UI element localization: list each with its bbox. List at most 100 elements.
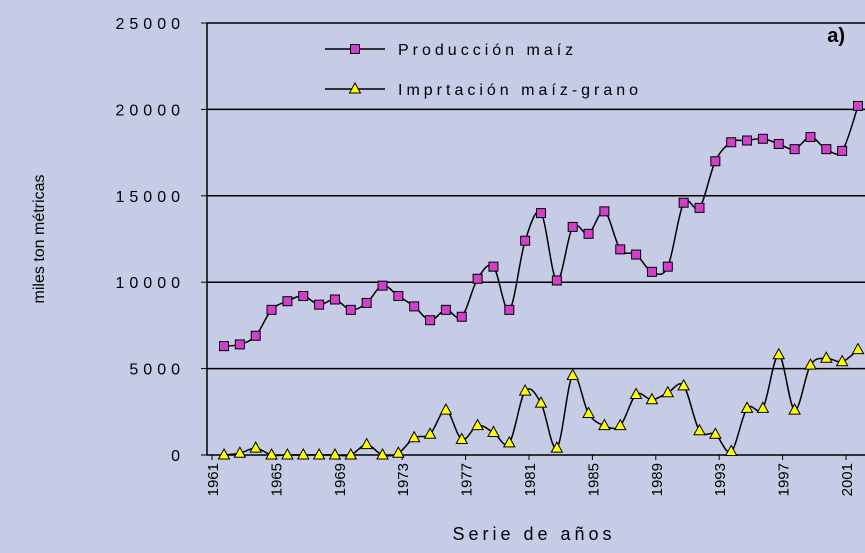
point: [217, 447, 231, 460]
point: [742, 135, 753, 146]
y-tick-label: 10000: [116, 275, 186, 292]
point: [629, 387, 643, 400]
point: [219, 341, 229, 352]
point: [772, 347, 786, 360]
point: [502, 435, 516, 448]
x-tick-label: 1965: [268, 463, 285, 496]
point: [376, 447, 389, 460]
point: [662, 261, 673, 272]
point: [566, 368, 580, 381]
y-tick-label: 20000: [116, 102, 186, 119]
point: [724, 444, 738, 457]
point: [281, 447, 294, 460]
point: [536, 208, 546, 219]
point: [740, 401, 754, 413]
x-tick-label: 1981: [522, 463, 539, 496]
point: [756, 401, 770, 413]
x-tick-label: 1969: [332, 463, 349, 496]
point: [805, 132, 816, 143]
point: [518, 384, 532, 396]
x-axis-label: Serie de años: [452, 524, 615, 544]
point: [296, 447, 310, 460]
point: [757, 133, 768, 144]
point: [393, 291, 404, 302]
point: [455, 432, 469, 444]
point: [233, 446, 247, 458]
point: [377, 280, 388, 291]
point: [471, 418, 484, 431]
point: [425, 315, 436, 326]
x-tick-label: 1977: [459, 463, 476, 496]
point: [678, 197, 689, 208]
point: [314, 299, 325, 310]
point: [551, 275, 562, 286]
point: [853, 100, 863, 111]
point: [407, 430, 421, 443]
y-tick-label: 15000: [116, 189, 186, 206]
point: [837, 145, 848, 156]
point: [694, 202, 705, 213]
point: [348, 81, 362, 94]
point: [266, 304, 277, 315]
point: [534, 396, 548, 408]
y-tick-label: 25000: [116, 16, 186, 33]
point: [344, 447, 358, 460]
point: [583, 228, 594, 239]
point: [360, 437, 373, 450]
point: [439, 403, 453, 415]
point: [423, 427, 437, 439]
legend-label: Producción maíz: [398, 42, 577, 59]
point: [265, 447, 278, 460]
point: [693, 423, 706, 436]
point: [645, 392, 659, 405]
point: [488, 261, 499, 272]
point: [821, 144, 832, 155]
point: [709, 427, 722, 439]
x-tick-label: 1973: [395, 463, 412, 496]
x-tick-label: 2001: [839, 463, 856, 496]
point: [504, 304, 515, 315]
point: [804, 358, 817, 370]
point: [345, 304, 356, 315]
y-tick-label: 5000: [129, 362, 185, 379]
point: [250, 330, 261, 341]
point: [472, 273, 483, 284]
x-tick-label: 1961: [205, 463, 222, 496]
x-tick-label: 1985: [585, 463, 602, 496]
point: [409, 301, 420, 312]
point: [567, 221, 578, 232]
point: [835, 354, 849, 367]
point: [599, 206, 610, 217]
point: [487, 425, 500, 438]
point: [582, 406, 595, 419]
point: [789, 144, 800, 155]
point: [646, 266, 657, 277]
point: [773, 138, 784, 149]
point: [788, 403, 801, 415]
point: [282, 296, 293, 307]
point: [456, 311, 467, 322]
y-axis-label: miles ton métricas: [31, 175, 48, 304]
point: [361, 297, 372, 308]
point: [298, 291, 309, 302]
x-tick-label: 1989: [649, 463, 666, 496]
point: [710, 156, 721, 167]
point: [726, 137, 737, 148]
legend-label: Imprtación maíz-grano: [398, 82, 642, 99]
point: [550, 441, 564, 453]
point: [677, 378, 690, 391]
point: [819, 351, 833, 363]
point: [328, 447, 342, 460]
point: [350, 44, 360, 54]
point: [851, 342, 865, 355]
point: [615, 244, 626, 255]
point: [392, 446, 405, 458]
x-tick-label: 1997: [776, 463, 793, 496]
point: [249, 441, 263, 453]
point: [329, 294, 340, 305]
chart-title: a): [827, 25, 845, 47]
point: [661, 385, 675, 398]
point: [440, 304, 451, 315]
x-tick-label: 1993: [712, 463, 729, 496]
